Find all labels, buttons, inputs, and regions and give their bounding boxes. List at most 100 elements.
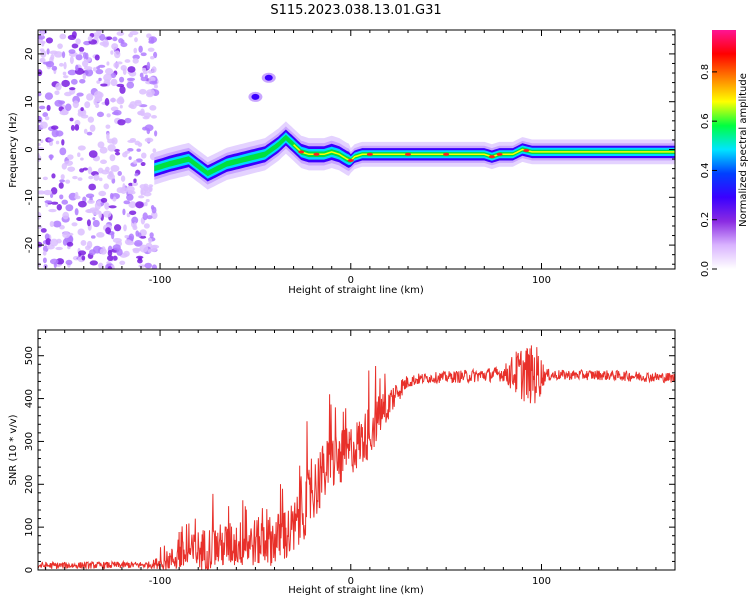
noise-speckle [74, 124, 80, 131]
noise-speckle [49, 140, 54, 146]
noise-speckle [144, 137, 154, 143]
y-tick-label: 200 [24, 475, 35, 494]
snr-panel: -100 0 100 0 100 200 300 400 500 Height of strai… [8, 329, 676, 596]
noise-speckle [67, 166, 76, 172]
noise-speckle [44, 200, 53, 204]
ridge-core [293, 144, 675, 162]
noise-speckle [128, 156, 132, 161]
noise-speckle [150, 245, 158, 252]
noise-speckle [110, 50, 114, 55]
y-tick-label: -10 [24, 189, 35, 205]
noise-speckle [65, 259, 73, 266]
spectral-blob-core [264, 74, 273, 81]
noise-speckle [62, 211, 70, 220]
noise-speckle [80, 239, 87, 246]
noise-speckle [134, 239, 143, 247]
noise-speckle [106, 255, 114, 262]
noise-speckle [143, 223, 150, 229]
noise-speckle [148, 76, 156, 82]
noise-speckle [67, 154, 74, 160]
noise-speckle [113, 62, 120, 69]
noise-speckle [117, 119, 126, 126]
noise-speckle [149, 105, 157, 111]
noise-speckle [98, 77, 102, 82]
ridge-peak [366, 152, 373, 156]
noise-speckle [38, 211, 42, 220]
noise-speckle [151, 114, 157, 119]
noise-speckle [39, 121, 48, 129]
noise-speckle [52, 220, 62, 228]
spectrogram-y-label: Frequency (Hz) [8, 112, 19, 188]
noise-speckle [72, 100, 79, 109]
noise-speckle [98, 210, 102, 219]
noise-speckle [147, 47, 155, 52]
noise-speckle [122, 208, 126, 216]
noise-speckle [144, 262, 152, 269]
y-tick-label: 0 [24, 146, 35, 152]
noise-speckle [144, 201, 148, 207]
noise-speckle [114, 148, 120, 153]
noise-speckle [124, 117, 132, 124]
noise-speckle [104, 98, 110, 106]
noise-speckle [104, 68, 114, 75]
noise-speckle [80, 114, 89, 119]
noise-speckle [64, 160, 74, 166]
noise-speckle [119, 85, 126, 94]
noise-speckle [55, 82, 62, 91]
noise-speckle [114, 50, 121, 59]
noise-speckle [112, 36, 118, 42]
noise-speckle [80, 107, 84, 112]
y-tick-label: 500 [24, 346, 35, 365]
noise-speckle [77, 200, 87, 208]
noise-speckle [151, 66, 157, 73]
noise-speckle [39, 48, 45, 52]
noise-speckle [126, 212, 131, 218]
noise-speckle [93, 90, 103, 99]
noise-speckle [99, 146, 108, 154]
noise-speckle [48, 208, 57, 213]
noise-speckle [108, 205, 117, 209]
noise-speckle [119, 260, 126, 265]
noise-speckle [83, 128, 88, 134]
noise-speckle [110, 78, 118, 87]
noise-speckle [51, 125, 59, 130]
noise-speckle [119, 104, 123, 109]
colorbar-tick-label: 0.6 [700, 113, 711, 129]
ridge-peak [523, 148, 530, 152]
noise-speckle [94, 201, 101, 210]
noise-speckle [120, 175, 126, 182]
noise-speckle [65, 204, 74, 212]
noise-speckle [59, 33, 67, 40]
noise-speckle [104, 202, 110, 210]
noise-speckle [123, 200, 131, 205]
ridge-peak [496, 152, 503, 156]
noise-speckle [81, 255, 86, 261]
noise-speckle [75, 38, 81, 45]
noise-speckle [88, 183, 97, 191]
noise-speckle [47, 138, 54, 142]
noise-speckle [136, 148, 141, 152]
noise-speckle [96, 111, 105, 118]
noise-speckle [55, 258, 65, 265]
noise-speckle [129, 210, 137, 216]
noise-speckle [137, 142, 143, 147]
ridge-peak [404, 152, 411, 156]
noise-speckle [92, 32, 102, 37]
noise-speckle [147, 70, 153, 74]
noise-speckle [134, 173, 139, 177]
noise-speckle [94, 54, 100, 61]
noise-speckle [128, 182, 133, 187]
noise-speckle [69, 56, 74, 65]
noise-speckle [59, 110, 69, 116]
noise-speckle [98, 64, 106, 68]
ridge-band [154, 134, 675, 177]
noise-speckle [79, 51, 84, 55]
x-tick-label: -100 [149, 275, 172, 286]
noise-speckle [43, 189, 53, 196]
y-tick-label: 300 [24, 432, 35, 451]
noise-speckle [134, 37, 138, 43]
noise-speckle [142, 212, 148, 221]
noise-speckle [138, 264, 146, 268]
noise-speckle [106, 113, 111, 118]
